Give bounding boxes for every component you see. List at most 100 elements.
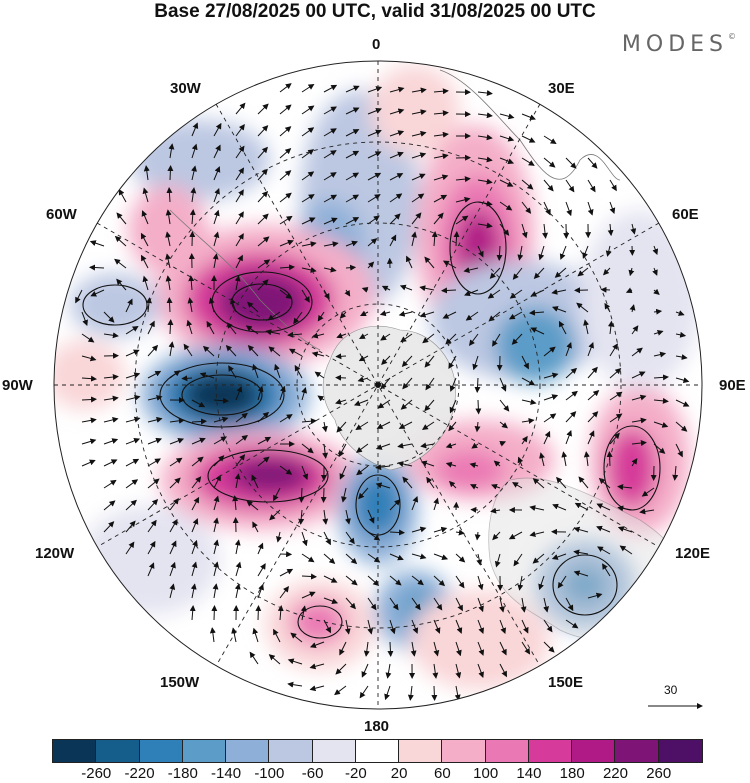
- wind-vector: [355, 443, 369, 453]
- wind-vector: [147, 320, 155, 335]
- wind-vector: [600, 286, 611, 293]
- wind-vector: [323, 597, 339, 604]
- wind-vector: [455, 641, 462, 657]
- wind-vector: [361, 663, 369, 678]
- wind-vector: [257, 146, 268, 159]
- lon-label-60e: 60E: [672, 206, 699, 223]
- wind-vector: [345, 553, 358, 565]
- wind-vector: [322, 443, 329, 459]
- wind-vector: [433, 526, 448, 533]
- colorbar-tick-label: 100: [473, 765, 499, 782]
- wind-vector: [367, 597, 377, 611]
- wind-vector: [301, 443, 314, 454]
- wind-vector: [556, 476, 567, 489]
- wind-vector: [235, 412, 248, 423]
- wind-vector: [499, 619, 507, 635]
- wind-vector: [490, 507, 501, 514]
- wind-vector: [165, 209, 172, 225]
- wind-vector: [445, 442, 457, 449]
- lon-label-30e: 30E: [548, 80, 575, 97]
- wind-vector: [344, 289, 351, 297]
- wind-vector: [359, 333, 369, 339]
- wind-vector: [367, 238, 378, 247]
- wind-vector: [301, 289, 310, 303]
- wind-vector: [543, 413, 557, 423]
- wind-vector: [279, 568, 294, 577]
- wind-vector: [565, 157, 577, 169]
- wind-vector: [469, 484, 479, 490]
- wind-vector: [538, 575, 545, 591]
- wind-vector: [247, 301, 259, 313]
- wind-vector: [389, 553, 404, 561]
- wind-vector: [279, 192, 292, 203]
- wind-vector: [213, 144, 221, 159]
- wind-vector: [275, 531, 282, 543]
- wind-vector: [279, 289, 293, 299]
- wind-vector: [335, 663, 347, 675]
- wind-vector: [235, 233, 244, 247]
- wind-vector: [234, 275, 241, 291]
- wind-vector: [559, 245, 567, 260]
- wind-vector: [464, 289, 479, 297]
- wind-vector: [367, 215, 380, 225]
- colorbar-swatch: [95, 739, 142, 763]
- wind-vector: [477, 641, 485, 656]
- wind-vector: [603, 267, 611, 276]
- wind-vector: [335, 374, 347, 381]
- wind-vector: [491, 483, 501, 490]
- wind-vector: [577, 267, 589, 277]
- wind-vector: [301, 241, 317, 248]
- wind-vector: [631, 417, 647, 424]
- wind-vector: [533, 267, 545, 280]
- wind-vector: [454, 685, 461, 701]
- wind-vector: [191, 539, 198, 555]
- wind-vector: [322, 509, 329, 525]
- colorbar-tick-label: -260: [81, 765, 112, 782]
- wind-vector: [323, 531, 331, 546]
- wind-vector: [301, 83, 315, 93]
- wind-vector: [477, 245, 484, 258]
- wind-vector: [552, 503, 567, 511]
- wind-vector: [493, 460, 501, 467]
- wind-vector: [565, 201, 572, 217]
- wind-vector: [543, 394, 559, 401]
- wind-vector: [653, 351, 667, 358]
- wind-vector: [422, 333, 435, 344]
- wind-vector: [235, 454, 246, 467]
- wind-vector: [532, 478, 545, 489]
- wind-vector: [287, 681, 303, 688]
- wind-vector: [257, 168, 268, 181]
- wind-vector: [225, 344, 237, 357]
- wind-vector: [630, 223, 637, 235]
- wind-vector: [521, 377, 536, 386]
- wind-vector: [323, 241, 339, 248]
- wind-vector: [551, 553, 567, 560]
- wind-vector: [426, 476, 435, 489]
- wind-vector: [653, 374, 669, 381]
- wind-vector: [190, 583, 197, 599]
- wind-vector: [551, 288, 567, 295]
- wind-vector: [257, 583, 264, 599]
- wind-vector: [521, 201, 532, 214]
- wind-vector: [469, 333, 479, 347]
- wind-vector: [432, 663, 439, 679]
- wind-vector: [477, 200, 493, 207]
- wind-vector: [300, 605, 307, 621]
- wind-vector: [81, 311, 88, 327]
- wind-vector: [433, 110, 449, 117]
- lon-label-150e: 150E: [548, 674, 584, 691]
- wind-vector: [517, 245, 524, 261]
- wind-vector: [213, 122, 222, 137]
- wind-vector: [407, 685, 414, 701]
- wind-vector: [411, 619, 419, 634]
- wind-vector: [431, 231, 438, 247]
- wind-vector: [538, 245, 545, 261]
- lon-label-120w: 120W: [35, 545, 75, 562]
- wind-vector: [257, 125, 269, 137]
- wind-vector: [367, 194, 381, 203]
- wind-vector: [631, 347, 643, 357]
- wind-vector: [448, 421, 457, 432]
- wind-vector: [557, 575, 567, 589]
- wind-vector: [367, 129, 382, 137]
